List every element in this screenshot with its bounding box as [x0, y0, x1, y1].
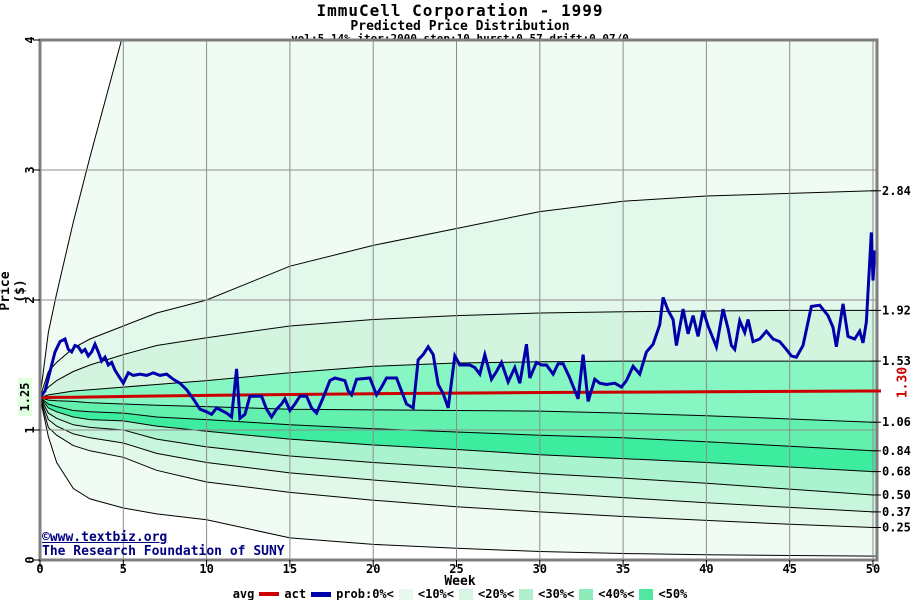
prob-band-1 — [40, 190, 877, 398]
x-tick-label-50: 50 — [866, 562, 880, 576]
x-tick-label-45: 45 — [782, 562, 796, 576]
x-tick-label-15: 15 — [283, 562, 297, 576]
x-tick-label-5: 5 — [120, 562, 127, 576]
chart-legend: avg act prob:0%< <10%< <20%< <30%< <40%< <50% — [0, 587, 920, 600]
prob-band-8 — [40, 397, 877, 528]
watermark-url: ©www.textbiz.org — [42, 530, 168, 545]
legend-prob-label-3: <40%< — [598, 587, 635, 600]
legend-act-label: act — [284, 587, 307, 600]
legend-prob-label-0: <10%< — [417, 587, 454, 600]
watermark-org: The Research Foundation of SUNY — [42, 544, 285, 559]
prob-band-9 — [40, 397, 877, 557]
x-tick-label-40: 40 — [699, 562, 713, 576]
legend-prob-label-4: <50% — [658, 587, 688, 600]
legend-avg-line-swatch — [259, 592, 280, 596]
x-tick-label-10: 10 — [199, 562, 213, 576]
right-label-2.84: 2.84 — [882, 184, 911, 198]
y-tick-label-2: 2 — [23, 296, 37, 303]
prob-band-7 — [40, 397, 877, 512]
start-price-label: 1.25 — [18, 378, 32, 416]
prob-band-6 — [40, 397, 877, 495]
right-label-0.25: 0.25 — [882, 521, 911, 535]
x-tick-label-0: 0 — [36, 562, 43, 576]
x-tick-label-30: 30 — [533, 562, 547, 576]
y-axis-label: Price ($) — [0, 271, 28, 311]
prob-band-5 — [40, 397, 877, 472]
chart-subtitle: Predicted Price Distribution — [350, 19, 570, 34]
legend-act-line-swatch — [311, 591, 332, 597]
plot-area — [40, 40, 877, 560]
prob-band-4 — [40, 397, 877, 451]
chart-title: ImmuCell Corporation - 1999 — [316, 1, 604, 20]
y-tick-label-4: 4 — [23, 36, 37, 43]
legend-prob-swatch-0 — [398, 588, 413, 600]
legend-prob-label-2: <30%< — [538, 587, 575, 600]
y-tick-label-0: 0 — [23, 556, 37, 563]
legend-prob-swatch-2 — [519, 588, 534, 600]
x-tick-label-20: 20 — [366, 562, 380, 576]
y-tick-label-3: 3 — [23, 166, 37, 173]
legend-avg-label: avg — [232, 587, 255, 600]
legend-prob-label-1: <20%< — [478, 587, 515, 600]
x-tick-label-35: 35 — [616, 562, 630, 576]
right-label-0.84: 0.84 — [882, 444, 911, 458]
avg-line — [40, 389, 877, 399]
legend-prob-swatch-1 — [459, 588, 473, 600]
prob-band-0 — [40, 40, 877, 398]
right-label-1.06: 1.06 — [882, 415, 911, 429]
avg-final-price-label: 1.30 — [895, 366, 911, 399]
legend-prob-swatch-3 — [579, 588, 594, 600]
legend-prob-swatch-4 — [639, 588, 654, 600]
act-line — [40, 232, 877, 422]
right-label-0.68: 0.68 — [882, 465, 911, 479]
right-label-0.50: 0.50 — [882, 488, 911, 502]
band-curve-max-extreme — [40, 40, 123, 398]
right-label-1.92: 1.92 — [882, 303, 911, 317]
right-label-0.37: 0.37 — [882, 505, 911, 519]
legend-prob-prefix: prob:0%< — [336, 587, 394, 600]
x-tick-label-25: 25 — [449, 562, 463, 576]
right-label-1.53: 1.53 — [882, 354, 911, 368]
x-axis-label: Week — [444, 574, 476, 589]
y-tick-label-1: 1 — [23, 426, 37, 433]
